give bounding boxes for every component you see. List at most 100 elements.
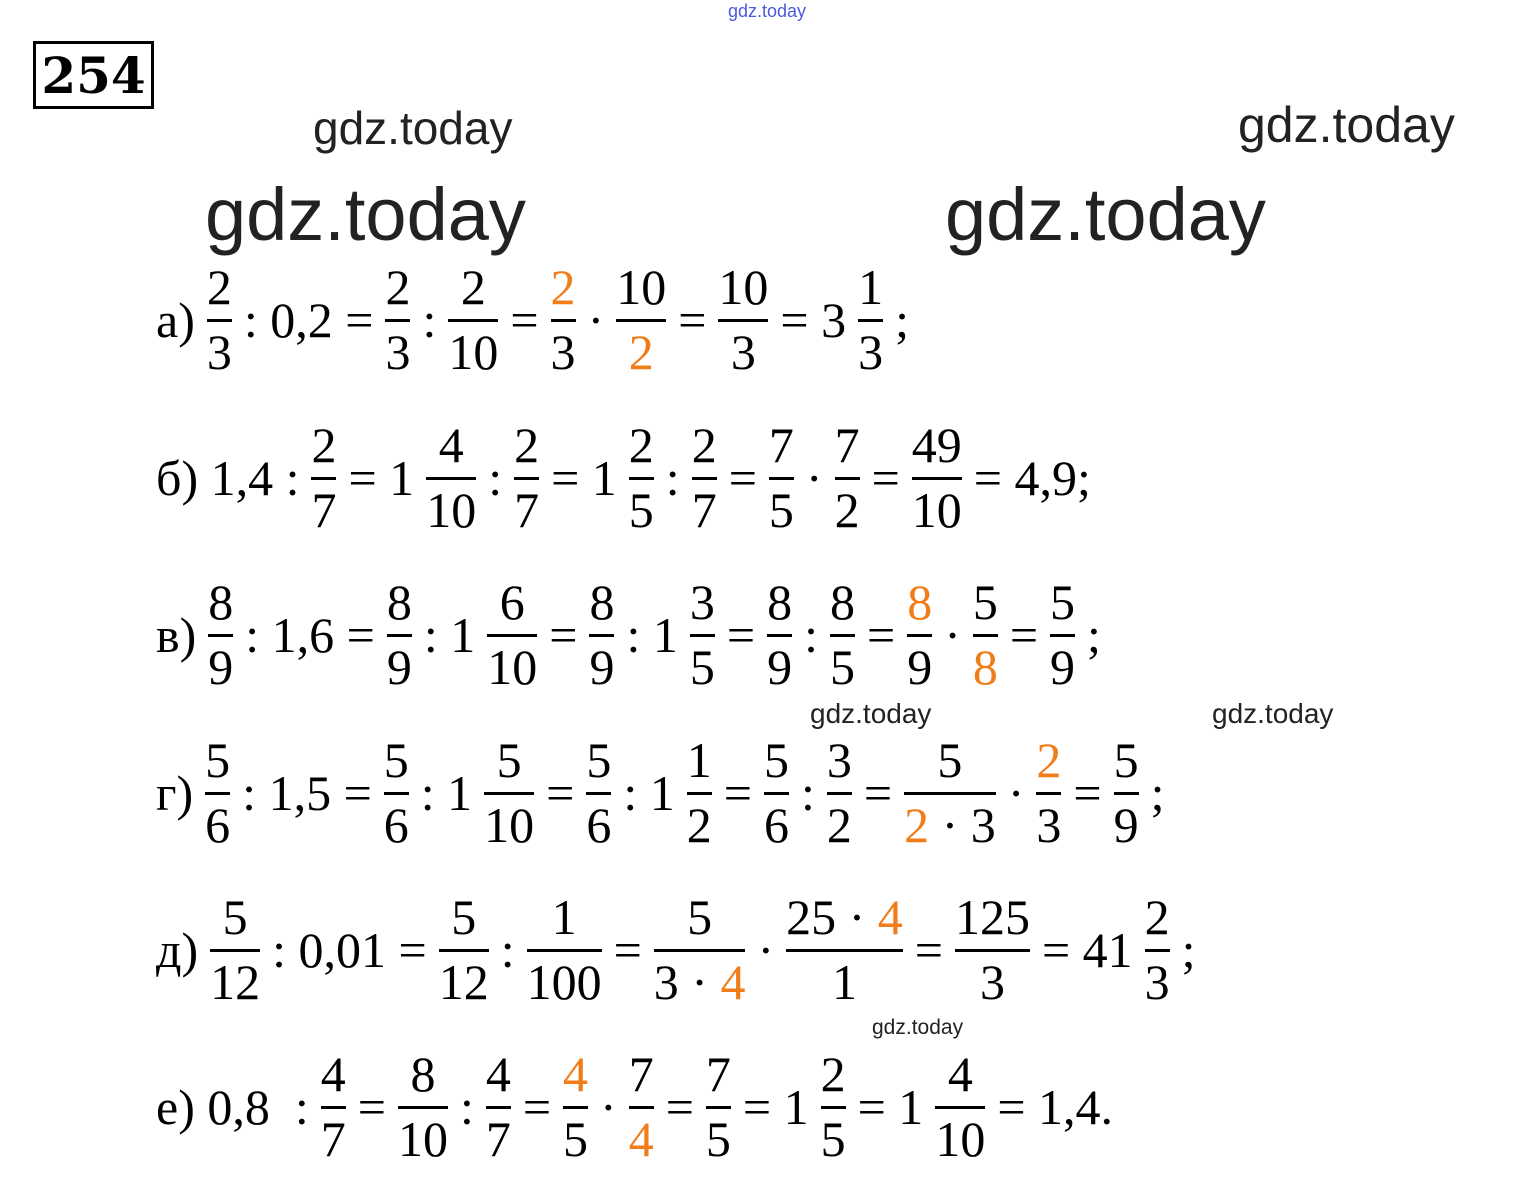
expression-text: · bbox=[805, 450, 823, 506]
fraction-part: 2 bbox=[628, 323, 654, 380]
numerator: 7 bbox=[768, 417, 794, 473]
fraction-bar bbox=[397, 1105, 448, 1109]
expression-text: б) 1,4 : bbox=[156, 450, 300, 506]
denominator: 7 bbox=[320, 1110, 346, 1167]
expression-text: = 1 bbox=[551, 450, 617, 506]
fraction: 4 10 bbox=[420, 417, 482, 539]
fraction: 5 12 bbox=[204, 889, 266, 1011]
expression-text: в) bbox=[156, 607, 197, 663]
denominator: 1 bbox=[831, 953, 857, 1010]
fraction-bar bbox=[586, 791, 612, 795]
denominator: 4 bbox=[629, 1111, 654, 1169]
numerator: 8 bbox=[386, 574, 412, 630]
solution-line: а) 2 3: 0,2 = 2 3:2 10 = 2 3 · 10 2 = 10 3 = 3 1 3; bbox=[150, 255, 915, 385]
expression-text: = 1,4. bbox=[997, 1079, 1114, 1135]
expression-text: = bbox=[510, 292, 539, 348]
denominator: 12 bbox=[210, 953, 261, 1010]
expression-text: ; bbox=[1181, 922, 1196, 978]
numerator: 8 bbox=[907, 574, 932, 632]
denominator: 5 bbox=[628, 481, 654, 538]
numerator: 2 bbox=[628, 417, 654, 473]
expression-text: = bbox=[866, 607, 896, 663]
expression-text: г) bbox=[156, 765, 194, 821]
fraction-part: 4 bbox=[877, 889, 903, 945]
expression-text: · bbox=[1007, 765, 1025, 821]
fraction-bar bbox=[563, 1105, 589, 1109]
fraction: 10 3 bbox=[712, 259, 774, 381]
denominator: 6 bbox=[205, 796, 231, 853]
fraction-bar bbox=[1113, 791, 1139, 795]
denominator: 3 bbox=[858, 323, 884, 380]
fraction-bar bbox=[426, 476, 477, 480]
expression-text: а) bbox=[156, 292, 195, 348]
expression-text: · bbox=[757, 922, 775, 978]
denominator: 6 bbox=[763, 796, 789, 853]
expression-text: д) bbox=[156, 922, 199, 978]
fraction: 6 10 bbox=[481, 574, 543, 696]
denominator: 5 bbox=[689, 638, 715, 695]
fraction-part: 4 bbox=[628, 1110, 654, 1167]
expression-text: = bbox=[522, 1079, 552, 1135]
fraction-bar bbox=[829, 633, 855, 637]
numerator: 5 bbox=[496, 732, 522, 788]
fraction-part: 25 · bbox=[786, 889, 878, 945]
denominator: 10 bbox=[426, 481, 477, 538]
denominator: 6 bbox=[383, 796, 409, 853]
numerator: 2 bbox=[385, 259, 411, 315]
expression-text: = bbox=[1073, 765, 1102, 821]
fraction-bar bbox=[448, 318, 499, 322]
fraction-bar bbox=[206, 318, 232, 322]
numerator: 6 bbox=[499, 574, 525, 630]
numerator: 1 bbox=[858, 259, 884, 315]
fraction-bar bbox=[705, 1105, 731, 1109]
fraction-bar bbox=[628, 476, 654, 480]
fraction-bar bbox=[589, 633, 615, 637]
expression-text: : bbox=[422, 292, 437, 348]
fraction: 5 10 bbox=[478, 732, 540, 854]
fraction: 1 100 bbox=[521, 889, 608, 1011]
fraction-part: · 3 bbox=[929, 796, 996, 853]
expression-text: = 1 bbox=[742, 1079, 809, 1135]
expression-text: : 1 bbox=[420, 765, 473, 821]
fraction-part: 4 bbox=[720, 953, 746, 1010]
numerator: 2 bbox=[551, 259, 576, 317]
problem-number: 254 bbox=[33, 41, 154, 109]
expression-text: = bbox=[613, 922, 642, 978]
expression-text: = bbox=[665, 1079, 694, 1135]
numerator: 7 bbox=[705, 1046, 731, 1102]
numerator: 5 bbox=[1113, 732, 1139, 788]
expression-text: = bbox=[914, 922, 943, 978]
fraction: 2 10 bbox=[442, 259, 504, 381]
denominator: 7 bbox=[691, 481, 717, 538]
watermark: gdz.today bbox=[1212, 698, 1334, 729]
numerator: 2 bbox=[311, 417, 337, 473]
fraction-bar bbox=[438, 948, 489, 952]
numerator: 2 bbox=[1036, 732, 1061, 790]
fraction-bar bbox=[386, 633, 412, 637]
expression-text: = 3 bbox=[780, 292, 847, 348]
fraction-part: 2 bbox=[1036, 732, 1062, 788]
fraction-bar bbox=[311, 476, 337, 480]
denominator: 3 bbox=[1144, 953, 1170, 1010]
expression-text: : bbox=[488, 450, 503, 506]
fraction-bar bbox=[383, 791, 409, 795]
expression-text: : bbox=[804, 607, 818, 663]
fraction: 125 3 bbox=[949, 889, 1036, 1011]
fraction: 49 10 bbox=[906, 417, 968, 539]
numerator: 5 bbox=[972, 574, 998, 630]
fraction-bar bbox=[718, 318, 769, 322]
